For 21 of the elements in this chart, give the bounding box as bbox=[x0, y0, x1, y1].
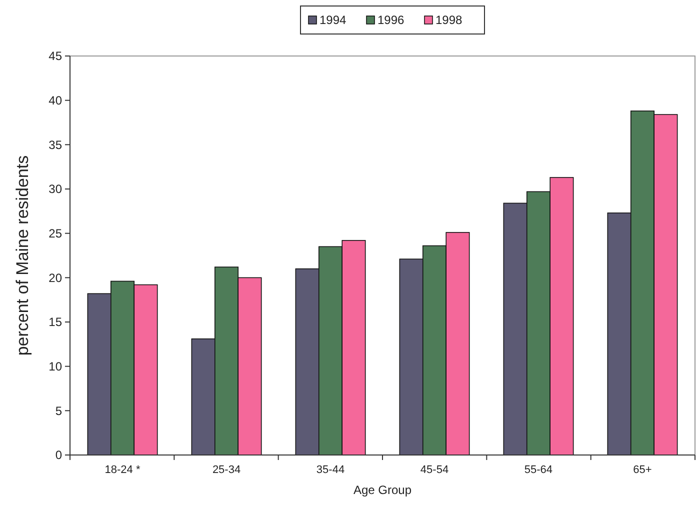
y-tick-label: 10 bbox=[48, 360, 62, 374]
y-tick-label: 5 bbox=[55, 404, 62, 418]
legend-label: 1998 bbox=[436, 13, 463, 28]
y-tick-label: 35 bbox=[48, 138, 62, 152]
legend-label: 1994 bbox=[320, 13, 347, 28]
y-tick-label: 30 bbox=[48, 182, 62, 196]
y-tick-label: 20 bbox=[48, 270, 62, 285]
x-tick-label: 18-24 * bbox=[104, 464, 141, 476]
x-tick-label: 35-44 bbox=[316, 464, 345, 476]
x-tick-label: 65+ bbox=[633, 464, 652, 476]
y-tick-label: 45 bbox=[48, 49, 62, 64]
x-tick-label: 55-64 bbox=[524, 464, 553, 476]
x-tick-label: 25-34 bbox=[212, 464, 241, 476]
y-tick-label: 40 bbox=[48, 94, 62, 108]
y-tick-label: 15 bbox=[48, 315, 62, 330]
y-axis-title: percent of Maine residents bbox=[13, 155, 32, 356]
x-tick-label: 45-54 bbox=[420, 464, 449, 476]
legend-label: 1996 bbox=[378, 13, 405, 28]
x-axis-title: Age Group bbox=[353, 483, 412, 497]
y-tick-label: 0 bbox=[55, 448, 62, 462]
y-tick-label: 25 bbox=[48, 226, 62, 241]
